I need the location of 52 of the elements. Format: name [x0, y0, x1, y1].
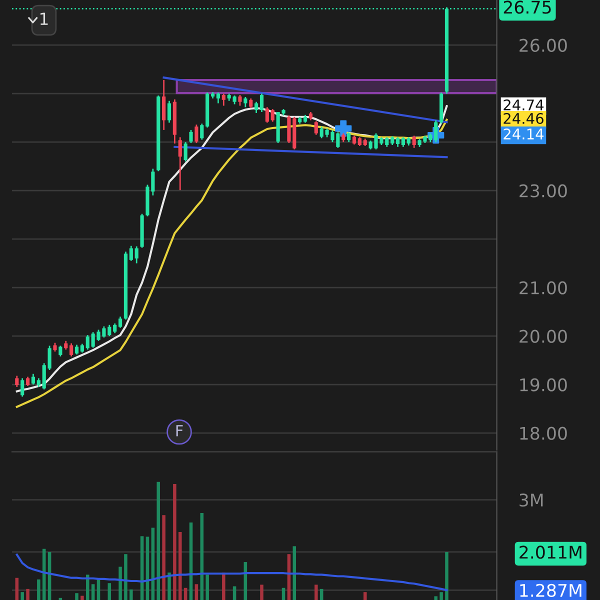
candlestick	[74, 344, 79, 356]
candlestick	[412, 135, 416, 149]
candlestick	[184, 141, 188, 162]
candlestick	[15, 375, 19, 388]
candlestick	[118, 316, 122, 328]
y-tick-label: 2.011M	[520, 546, 582, 559]
candlestick	[134, 246, 138, 264]
candlestick	[244, 96, 248, 108]
candlestick	[58, 345, 62, 358]
line-series	[16, 554, 448, 592]
candlestick	[216, 92, 220, 104]
ref-line-label: 26.75	[504, 0, 551, 14]
annotation: 1	[40, 12, 48, 25]
candlestick	[254, 101, 258, 114]
y-tick-label: 19.00	[520, 378, 567, 392]
y-tick-label: 23.00	[520, 184, 567, 198]
y-tick-label: 21.00	[520, 281, 567, 294]
candlestick	[31, 373, 36, 386]
candlestick	[249, 98, 253, 109]
y-tick-label: 26.00	[520, 38, 567, 52]
candlestick	[70, 342, 74, 358]
candlestick	[222, 92, 226, 106]
candlestick	[396, 136, 400, 148]
candlestick	[20, 378, 24, 398]
y-tick-label: 20.00	[520, 330, 567, 343]
candlestick	[194, 124, 198, 144]
candlestick	[347, 132, 351, 143]
candlestick	[434, 120, 438, 143]
candlestick	[26, 376, 30, 387]
y-tick-label: 1.287M	[520, 584, 582, 597]
candlestick	[113, 322, 117, 334]
text: 24.74	[504, 99, 544, 110]
candlestick	[401, 136, 406, 148]
candlestick	[314, 120, 318, 136]
candlestick	[189, 129, 193, 144]
candlestick	[178, 136, 182, 191]
candlestick	[238, 94, 242, 106]
candlestick	[86, 334, 90, 350]
candlestick	[108, 324, 112, 337]
candlestick	[260, 92, 264, 113]
candlestick	[265, 106, 269, 124]
text: 24.46	[504, 112, 544, 124]
candlestick	[385, 136, 389, 148]
candlestick	[162, 79, 166, 131]
candlestick	[129, 245, 133, 262]
annotation: F	[176, 425, 183, 436]
text: 24.14	[504, 128, 544, 140]
candlestick	[200, 122, 204, 140]
y-tick-label: 18.00	[520, 426, 567, 440]
candlestick	[167, 100, 172, 124]
y-tick-label: 3M	[520, 494, 543, 507]
candlestick	[270, 108, 274, 122]
